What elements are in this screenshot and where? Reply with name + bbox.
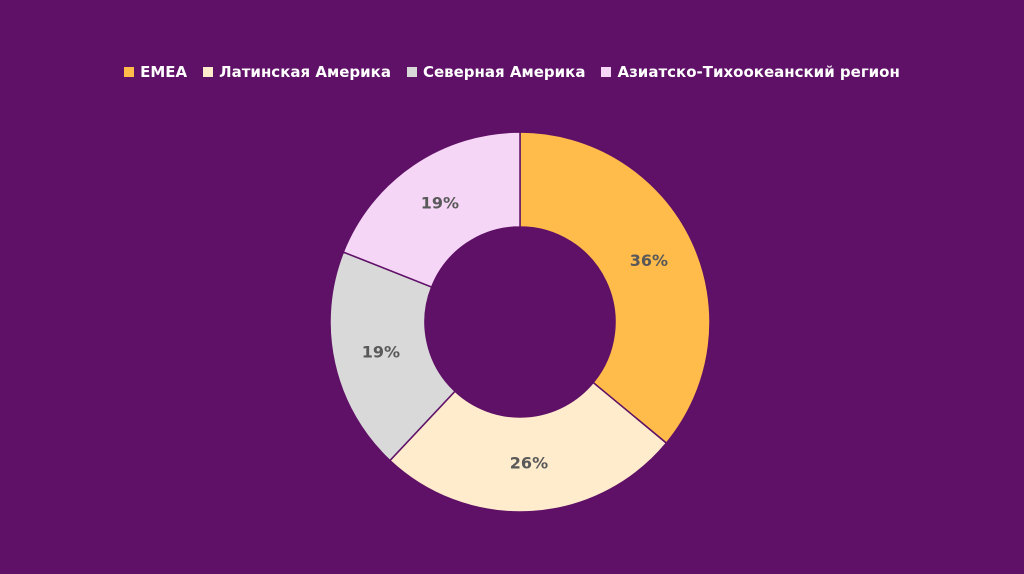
- data-label: 36%: [630, 251, 668, 270]
- legend-item: Азиатско-Тихоокеанский регион: [601, 63, 900, 81]
- donut-segment: [519, 131, 711, 445]
- legend-item: EMEA: [124, 63, 187, 81]
- legend-swatch: [124, 67, 135, 77]
- legend-label: Северная Америка: [422, 63, 586, 81]
- data-label: 19%: [421, 194, 459, 213]
- data-label: 19%: [362, 343, 400, 362]
- donut-segment: [329, 251, 457, 462]
- legend: EMEA Латинская Америка Северная Америка Ази…: [0, 63, 1024, 81]
- donut-segment: [388, 381, 668, 513]
- legend-swatch: [203, 67, 214, 77]
- legend-item: Северная Америка: [406, 63, 586, 81]
- legend-label: Азиатско-Тихоокеанский регион: [617, 63, 900, 81]
- legend-item: Латинская Америка: [203, 63, 391, 81]
- legend-swatch: [406, 67, 417, 77]
- donut-segment: [342, 131, 521, 289]
- legend-label: EMEA: [140, 63, 188, 81]
- data-label: 26%: [510, 454, 548, 473]
- legend-label: Латинская Америка: [219, 63, 391, 81]
- legend-swatch: [601, 67, 612, 77]
